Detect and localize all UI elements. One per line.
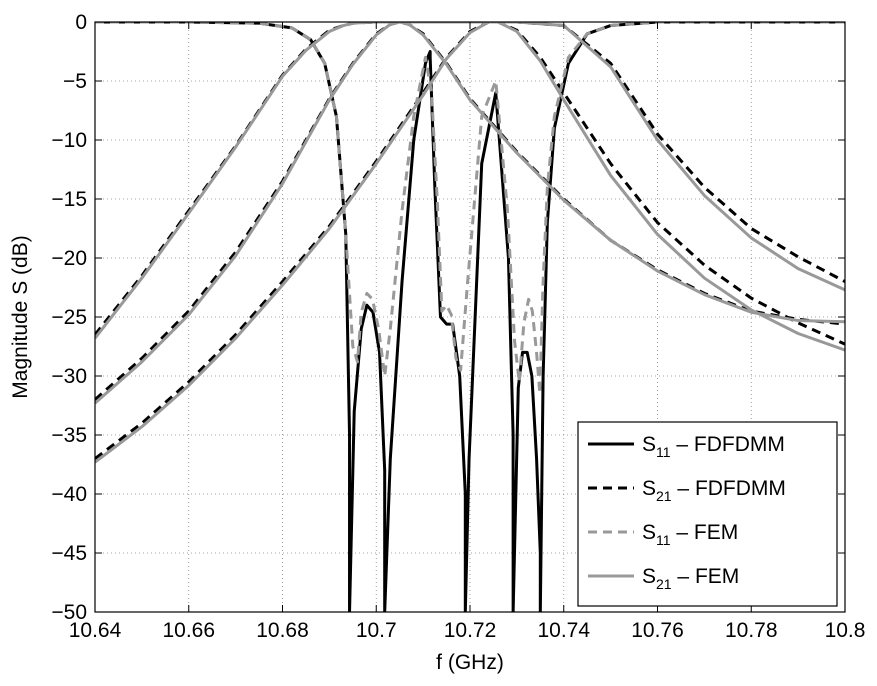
series-line-s21-fdfdmm [95, 22, 845, 460]
y-axis-label: Magnitude S (dB) [9, 235, 32, 398]
legend-label: S11 – FEM [642, 521, 738, 548]
x-tick-label: 10.64 [69, 619, 122, 642]
series-line-s11-fem [95, 22, 845, 396]
y-tick-label: −40 [51, 483, 87, 506]
x-tick-label: 10.76 [631, 619, 684, 642]
x-tick-label: 10.7 [356, 619, 397, 642]
y-tick-label: −20 [51, 247, 87, 270]
series-line-s21-fem [95, 22, 845, 464]
x-tick-label: 10.68 [256, 619, 309, 642]
series-line-s21-fem [95, 22, 845, 340]
y-tick-label: −15 [51, 188, 87, 211]
x-axis-label: f (GHz) [436, 651, 504, 674]
legend-label: S21 – FDFDMM [642, 477, 786, 504]
y-tick-label: −25 [51, 306, 87, 329]
y-tick-label: −5 [63, 70, 87, 93]
legend-label: S21 – FEM [642, 565, 739, 592]
series-line-s21-fem [95, 22, 845, 405]
x-tick-label: 10.74 [537, 619, 590, 642]
y-tick-label: −35 [51, 424, 87, 447]
x-tick-label: 10.66 [162, 619, 215, 642]
legend-label: S11 – FDFDMM [642, 433, 785, 460]
data-area [95, 22, 845, 612]
series-line-s11-fdfdmm [95, 22, 845, 612]
legend: S11 – FDFDMM S21 – FDFDMM S11 – FEM S21 – F… [577, 421, 838, 607]
y-tick-label: −10 [51, 129, 87, 152]
x-tick-label: 10.78 [725, 619, 778, 642]
axis-ticks: 10.64 10.66 10.68 10.7 10.72 10.74 10.76 10.78 1… [51, 11, 865, 642]
y-tick-label: 0 [75, 11, 87, 34]
x-tick-label: 10.72 [444, 619, 497, 642]
x-tick-label: 10.8 [825, 619, 866, 642]
y-tick-label: −50 [51, 601, 87, 624]
y-tick-label: −45 [51, 542, 87, 565]
y-tick-label: −30 [51, 365, 87, 388]
series-line-s21-fdfdmm [95, 22, 845, 401]
